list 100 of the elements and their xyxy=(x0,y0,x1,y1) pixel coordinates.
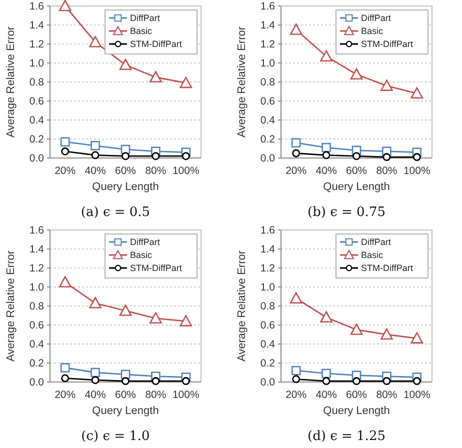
y-tick-label: 0.8 xyxy=(29,300,44,313)
point xyxy=(122,152,130,160)
y-tick-label: 1.4 xyxy=(29,244,44,256)
x-tick-label: 60% xyxy=(346,165,368,177)
x-tick-label: 20% xyxy=(286,389,307,401)
point xyxy=(90,368,100,378)
y-axis-title: Average Relative Error xyxy=(5,26,17,138)
x-tick-label: 60% xyxy=(346,389,368,401)
y-tick-label: 0.4 xyxy=(29,114,44,127)
point xyxy=(150,312,162,324)
point xyxy=(380,328,393,340)
y-tick-label: 0.4 xyxy=(260,114,276,127)
y-tick-label: 1.2 xyxy=(260,262,276,275)
point xyxy=(290,24,302,35)
legend-label: DiffPart xyxy=(361,237,392,248)
y-tick-label: 1.6 xyxy=(260,0,276,13)
point xyxy=(58,276,72,288)
text: (b) ϵ = 0.75 xyxy=(308,205,386,220)
point xyxy=(322,142,331,152)
y-tick-label: 1.2 xyxy=(260,38,276,51)
y-tick-label: 1.2 xyxy=(29,262,44,275)
y-tick-label: 1.6 xyxy=(29,224,44,237)
point xyxy=(290,292,302,304)
point xyxy=(320,50,332,62)
point xyxy=(152,152,160,160)
point xyxy=(412,153,421,162)
y-tick-label: 1.4 xyxy=(29,20,44,32)
legend-label: STM-DiffPart xyxy=(361,39,414,50)
point xyxy=(320,311,332,323)
x-tick-label: 80% xyxy=(145,165,166,177)
y-tick-label: 0.6 xyxy=(29,96,44,108)
y-tick-label: 1.2 xyxy=(29,38,44,51)
point xyxy=(60,137,70,146)
point xyxy=(380,80,393,91)
x-tick-label: 20% xyxy=(286,165,307,177)
y-tick-label: 1.0 xyxy=(260,58,276,70)
x-tick-label: 60% xyxy=(114,165,136,177)
legend-label: DiffPart xyxy=(130,237,160,248)
legend-label: Basic xyxy=(130,26,153,36)
x-tick-label: 100% xyxy=(403,389,430,401)
y-tick-label: 0.6 xyxy=(260,320,276,332)
x-tick-label: 80% xyxy=(376,389,398,401)
point xyxy=(89,297,102,308)
point xyxy=(352,152,360,160)
y-tick-label: 0.2 xyxy=(29,134,44,146)
x-tick-label: 100% xyxy=(172,389,200,401)
legend-label: STM-DiffPart xyxy=(361,263,414,274)
y-tick-label: 0.0 xyxy=(29,376,44,389)
point xyxy=(180,315,192,326)
legend-label: DiffPart xyxy=(130,13,160,24)
x-axis-title: Query Length xyxy=(323,181,390,193)
point xyxy=(58,0,72,12)
y-tick-label: 0.0 xyxy=(260,152,276,165)
y-axis-title: Average Relative Error xyxy=(5,250,17,362)
legend-label: Basic xyxy=(361,250,384,260)
point xyxy=(90,141,100,150)
text: (a) ϵ = 0.5 xyxy=(80,205,150,220)
point xyxy=(412,377,421,386)
point xyxy=(322,377,330,386)
x-tick-label: 60% xyxy=(114,389,136,401)
y-tick-label: 1.6 xyxy=(29,0,44,13)
point xyxy=(119,304,132,316)
point xyxy=(180,76,192,88)
point xyxy=(352,377,360,386)
x-tick-label: 100% xyxy=(172,165,200,177)
point xyxy=(322,368,331,378)
x-axis-title: Query Length xyxy=(92,405,159,417)
point xyxy=(61,147,70,156)
point xyxy=(382,153,391,162)
point xyxy=(182,377,190,386)
y-tick-label: 0.4 xyxy=(260,338,276,351)
point xyxy=(150,71,162,82)
x-tick-label: 40% xyxy=(316,165,337,177)
y-tick-label: 1.4 xyxy=(260,244,276,256)
point xyxy=(91,151,100,160)
point xyxy=(122,377,130,386)
point xyxy=(410,332,424,344)
y-tick-label: 0.2 xyxy=(260,358,276,370)
x-axis-title: Query Length xyxy=(323,405,390,417)
x-axis-title: Query Length xyxy=(92,181,159,193)
y-tick-label: 0.6 xyxy=(29,320,44,332)
point xyxy=(152,377,160,386)
legend-label: STM-DiffPart xyxy=(130,39,182,50)
point xyxy=(291,366,301,376)
y-tick-label: 1.0 xyxy=(29,282,44,294)
point xyxy=(291,138,301,148)
y-tick-label: 1.4 xyxy=(260,20,276,32)
y-tick-label: 1.6 xyxy=(260,224,276,237)
point xyxy=(119,58,132,70)
legend-label: DiffPart xyxy=(361,13,392,24)
text: (c) ϵ = 1.0 xyxy=(81,429,150,444)
point xyxy=(322,151,330,160)
point xyxy=(182,152,190,160)
x-tick-label: 40% xyxy=(84,389,106,401)
y-tick-label: 0.2 xyxy=(29,358,44,370)
x-tick-label: 80% xyxy=(145,389,166,401)
y-tick-label: 0.8 xyxy=(29,76,44,89)
x-tick-label: 20% xyxy=(54,165,76,177)
point xyxy=(410,87,424,99)
y-tick-label: 0.8 xyxy=(260,300,276,313)
